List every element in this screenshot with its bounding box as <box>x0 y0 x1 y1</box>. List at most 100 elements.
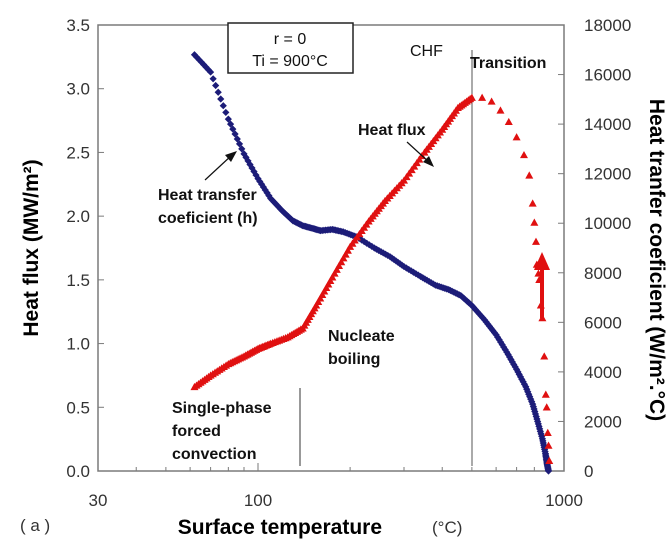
htc-point <box>405 265 413 274</box>
heat-flux-point <box>487 97 496 105</box>
y-tick-label: 2.5 <box>66 143 90 162</box>
annotation-nucleate-line1: Nucleate <box>328 328 395 345</box>
annotation-nucleate-line2: boiling <box>328 351 380 368</box>
bottom-axis-ticks: 30 100 1000 <box>89 463 583 510</box>
heat-flux-point <box>544 441 553 449</box>
y-tick-label: 0.0 <box>66 462 90 481</box>
heat-flux-point <box>545 456 554 465</box>
heat-flux-point <box>525 171 534 179</box>
htc-point <box>513 365 521 374</box>
htc-point <box>256 177 264 186</box>
htc-point <box>400 262 408 271</box>
x-axis-title: Surface temperature <box>178 516 382 539</box>
htc-point <box>252 171 260 179</box>
condition-r: r = 0 <box>274 31 307 48</box>
annotation-single-line3: convection <box>172 446 256 463</box>
annotation-heat-flux: Heat flux <box>358 122 426 139</box>
arrow-heat-flux-head <box>423 156 434 167</box>
htc-point <box>518 375 526 383</box>
y-axis-title: Heat flux (MW/m²) <box>20 159 43 336</box>
htc-point <box>497 338 505 346</box>
heat-flux-point <box>519 150 528 159</box>
series-heat-transfer-coefficient <box>190 51 553 475</box>
htc-point <box>212 81 220 90</box>
heat-flux-point <box>496 106 505 114</box>
htc-point <box>263 189 271 197</box>
htc-point <box>209 75 217 83</box>
heat-flux-point <box>328 273 337 281</box>
htc-point <box>503 348 511 356</box>
annotation-htc-line1: Heat transfer <box>158 187 257 204</box>
heat-flux-point <box>337 258 346 266</box>
series-heat-flux <box>190 93 554 465</box>
annotation-single-line2: forced <box>172 423 221 440</box>
htc-point <box>412 270 420 278</box>
htc-point <box>407 267 415 275</box>
heat-flux-point <box>343 246 352 254</box>
htc-point <box>515 370 523 378</box>
y2-tick-label: 2000 <box>584 412 622 431</box>
y-tick-label: 3.5 <box>66 16 90 35</box>
condition-ti: Ti = 900°C <box>252 53 328 70</box>
heat-flux-point <box>504 117 513 126</box>
htc-point <box>217 95 225 103</box>
x-axis-unit: (°C) <box>432 518 462 537</box>
htc-point <box>484 320 492 328</box>
htc-point <box>471 305 480 314</box>
heat-flux-point <box>541 390 550 398</box>
heat-flux-point <box>339 254 348 262</box>
y2-tick-label: 8000 <box>584 264 622 283</box>
arrow-htc-head <box>225 151 237 162</box>
left-axis-ticks: 0.0 0.5 1.0 1.5 2.0 2.5 3.0 3.5 <box>66 16 104 481</box>
y2-axis-title: Heat tranfer coeficient (W/m².°C) <box>645 99 668 421</box>
y2-tick-label: 4000 <box>584 363 622 382</box>
heat-flux-point <box>531 237 540 245</box>
heat-flux-point <box>530 218 539 226</box>
heat-flux-point <box>528 199 537 207</box>
htc-point <box>261 186 269 194</box>
htc-point <box>494 333 502 341</box>
htc-point <box>259 183 268 191</box>
htc-point <box>520 380 529 388</box>
y-tick-label: 3.0 <box>66 80 90 99</box>
htc-point <box>495 336 503 344</box>
htc-point <box>363 239 371 247</box>
htc-point <box>265 192 273 200</box>
htc-point <box>414 271 422 279</box>
htc-point <box>219 102 227 110</box>
htc-point <box>358 236 366 244</box>
heat-flux-point <box>335 261 344 270</box>
y2-tick-label: 14000 <box>584 115 631 134</box>
y-tick-label: 2.0 <box>66 207 90 226</box>
y2-tick-label: 18000 <box>584 16 631 35</box>
y2-tick-label: 6000 <box>584 313 622 332</box>
htc-point <box>480 316 489 324</box>
htc-point <box>254 175 262 183</box>
annotation-single-line1: Single-phase <box>172 400 272 417</box>
htc-point <box>214 88 222 96</box>
heat-flux-point <box>341 250 350 258</box>
right-axis-ticks: 0 2000 4000 6000 8000 10000 12000 14000 16000 180… <box>558 16 631 481</box>
y2-tick-label: 10000 <box>584 214 631 233</box>
arrow-transition-up-head <box>534 252 550 270</box>
annotation-chf: CHF <box>410 43 443 60</box>
heat-flux-point <box>467 93 476 101</box>
arrow-htc <box>204 154 233 181</box>
y2-tick-label: 12000 <box>584 165 631 184</box>
annotation-transition: Transition <box>470 55 546 72</box>
y-tick-label: 1.5 <box>66 271 90 290</box>
y-tick-label: 0.5 <box>66 398 90 417</box>
htc-point <box>544 467 553 475</box>
htc-point <box>258 180 266 188</box>
htc-point <box>514 368 522 376</box>
y-tick-label: 1.0 <box>66 335 90 354</box>
htc-point <box>475 310 483 318</box>
htc-point <box>477 312 485 320</box>
htc-point <box>519 378 527 386</box>
htc-point <box>504 350 512 359</box>
y2-tick-label: 16000 <box>584 66 631 85</box>
x-tick-label: 100 <box>244 491 272 510</box>
conditions-box <box>227 22 354 74</box>
heat-flux-point <box>540 352 549 360</box>
